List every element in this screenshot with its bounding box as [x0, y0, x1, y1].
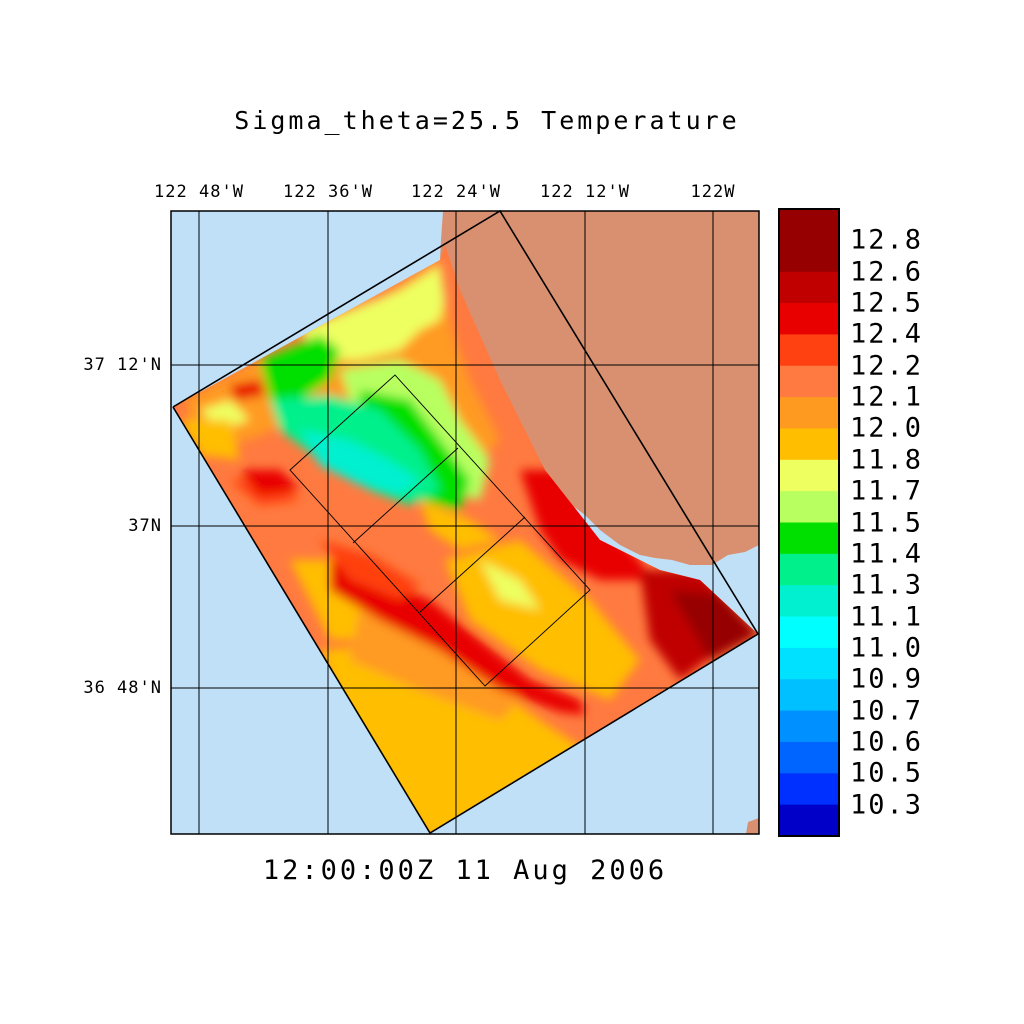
colorbar-tick-label: 11.4 [850, 538, 924, 570]
colorbar-tick-label: 10.3 [850, 789, 924, 821]
colorbar-swatch [779, 710, 839, 743]
colorbar-tick-label: 12.4 [850, 318, 924, 350]
colorbar-tick-label: 11.0 [850, 632, 924, 664]
colorbar-swatch [779, 240, 839, 273]
colorbar-swatch [779, 303, 839, 335]
colorbar-swatch [779, 647, 839, 680]
latitude-label: 36 48'N [83, 678, 162, 698]
colorbar-tick-label: 10.7 [850, 695, 924, 727]
colorbar-tick-label: 11.8 [850, 444, 924, 476]
colorbar-swatch [779, 585, 839, 618]
colorbar-tick-label: 11.3 [850, 569, 924, 601]
nested-domain-boxes [289, 374, 591, 687]
timestamp: 12:00:00Z 11 Aug 2006 [262, 855, 668, 886]
longitude-label: 122 24'W [411, 182, 501, 202]
colorbar-tick-label: 12.2 [850, 350, 924, 382]
colorbar-swatch [779, 209, 839, 241]
map-title: Sigma_theta=25.5 Temperature [234, 106, 740, 135]
colorbar-tick-label: 12.6 [850, 256, 924, 288]
colorbar-swatch [779, 616, 839, 649]
colorbar-swatch [779, 553, 839, 586]
colorbar [779, 209, 839, 837]
colorbar-swatch [779, 365, 839, 398]
latitude-label: 37N [128, 516, 162, 536]
colorbar-swatch [779, 741, 839, 774]
longitude-label: 122W [690, 182, 736, 202]
model-domain-outline [172, 209, 760, 835]
latitude-label: 37 12'N [83, 355, 162, 375]
land-area [440, 211, 759, 834]
colorbar-tick-label: 12.5 [850, 287, 924, 319]
map-frame [170, 210, 760, 835]
colorbar-tick-label: 10.6 [850, 726, 924, 758]
colorbar-tick-label: 11.7 [850, 475, 924, 507]
colorbar-swatch [779, 459, 839, 492]
colorbar-swatch [779, 334, 839, 367]
colorbar-tick-label: 12.0 [850, 412, 924, 444]
colorbar-swatch [779, 679, 839, 712]
colorbar-tick-label: 11.1 [850, 601, 924, 633]
colorbar-swatch [779, 522, 839, 555]
longitude-label: 122 48'W [154, 182, 244, 202]
colorbar-swatch [779, 428, 839, 461]
graticule [171, 211, 759, 834]
colorbar-swatch [779, 804, 839, 837]
colorbar-swatch [779, 491, 839, 523]
colorbar-swatch [779, 271, 839, 304]
longitude-label: 122 12'W [540, 182, 630, 202]
colorbar-tick-label: 12.1 [850, 381, 924, 413]
colorbar-frame [778, 208, 840, 837]
colorbar-tick-label: 10.9 [850, 663, 924, 695]
colorbar-swatch [779, 397, 839, 429]
longitude-label: 122 36'W [283, 182, 373, 202]
colorbar-tick-label: 11.5 [850, 507, 924, 538]
colorbar-tick-label: 12.8 [850, 224, 924, 256]
colorbar-tick-label: 10.5 [850, 757, 924, 789]
colorbar-swatch [779, 773, 839, 806]
